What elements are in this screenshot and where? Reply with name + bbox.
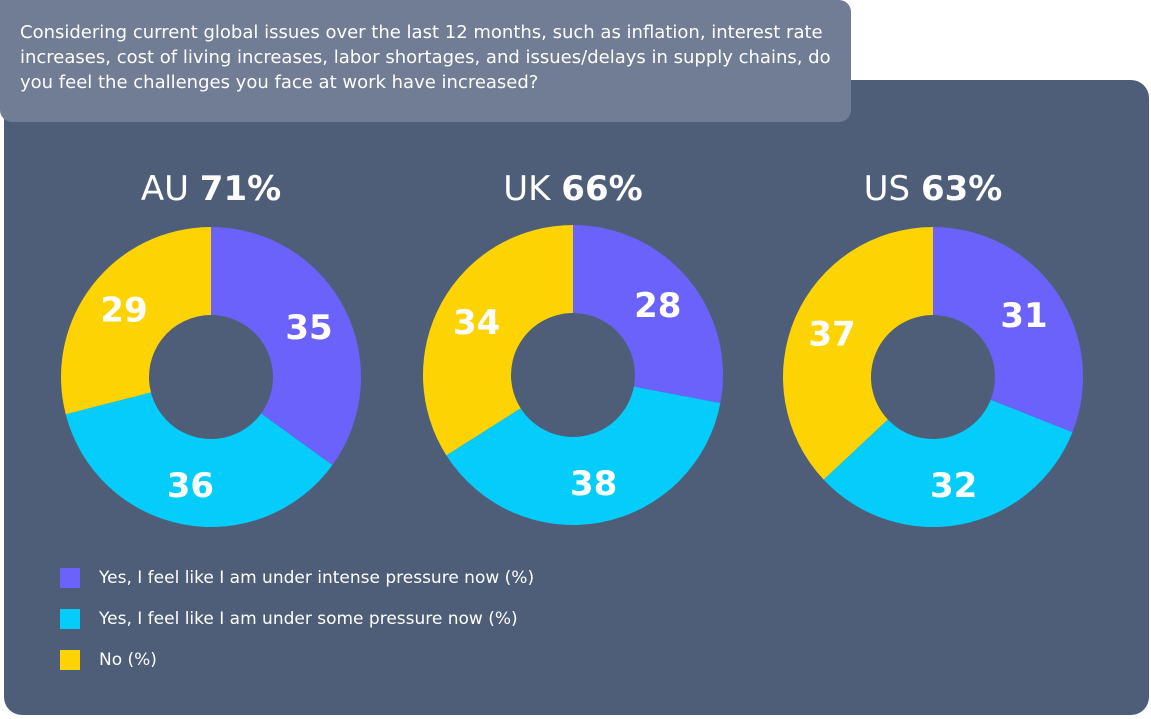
chart-title-value-uk: 66% (561, 169, 642, 209)
legend-item-intense: Yes, I feel like I am under intense pres… (60, 568, 534, 588)
chart-title-value-us: 63% (921, 169, 1002, 209)
slice-au-some (65, 392, 333, 527)
legend-swatch-intense (60, 568, 80, 588)
slice-au-no (60, 227, 211, 415)
legend-item-some: Yes, I feel like I am under some pressur… (60, 609, 534, 629)
chart-title-country-us: US (864, 169, 921, 209)
legend-swatch-no (60, 650, 80, 670)
legend-label-intense: Yes, I feel like I am under intense pres… (99, 568, 535, 588)
slice-label-us-no: 37 (808, 314, 855, 354)
donut-uk: UK 66% 28 38 34 (423, 169, 723, 526)
chart-title-uk: UK 66% (503, 169, 642, 209)
chart-title-au: AU 71% (141, 169, 281, 209)
slice-label-us-intense: 31 (1000, 296, 1047, 336)
chart-title-value-au: 71% (200, 169, 281, 209)
legend-item-no: No (%) (60, 650, 534, 670)
donut-au: AU 71% 35 36 29 (60, 169, 361, 527)
slice-label-uk-some: 38 (570, 464, 617, 504)
legend-swatch-some (60, 609, 80, 629)
slice-label-au-some: 36 (167, 466, 214, 506)
slice-uk-some (446, 386, 721, 526)
slice-au-intense (211, 227, 361, 466)
slice-us-no (783, 227, 933, 480)
slice-uk-intense (573, 225, 723, 404)
legend: Yes, I feel like I am under intense pres… (60, 568, 534, 691)
legend-label-no: No (%) (99, 650, 157, 670)
question-box: Considering current global issues over t… (0, 0, 851, 122)
slice-label-us-some: 32 (930, 466, 977, 506)
slice-label-uk-no: 34 (453, 303, 500, 343)
slice-label-uk-intense: 28 (634, 286, 681, 326)
slice-label-au-no: 29 (100, 291, 147, 331)
question-text: Considering current global issues over t… (20, 22, 831, 93)
chart-panel (4, 80, 1149, 715)
chart-title-country-uk: UK (503, 169, 561, 209)
slice-us-intense (933, 227, 1083, 433)
slice-us-some (823, 399, 1073, 527)
chart-title-us: US 63% (864, 169, 1003, 209)
donut-us: US 63% 31 32 37 (783, 169, 1083, 527)
slice-label-au-intense: 35 (285, 308, 332, 348)
chart-title-country-au: AU (141, 169, 200, 209)
slice-uk-no (423, 225, 573, 456)
legend-label-some: Yes, I feel like I am under some pressur… (99, 609, 518, 629)
